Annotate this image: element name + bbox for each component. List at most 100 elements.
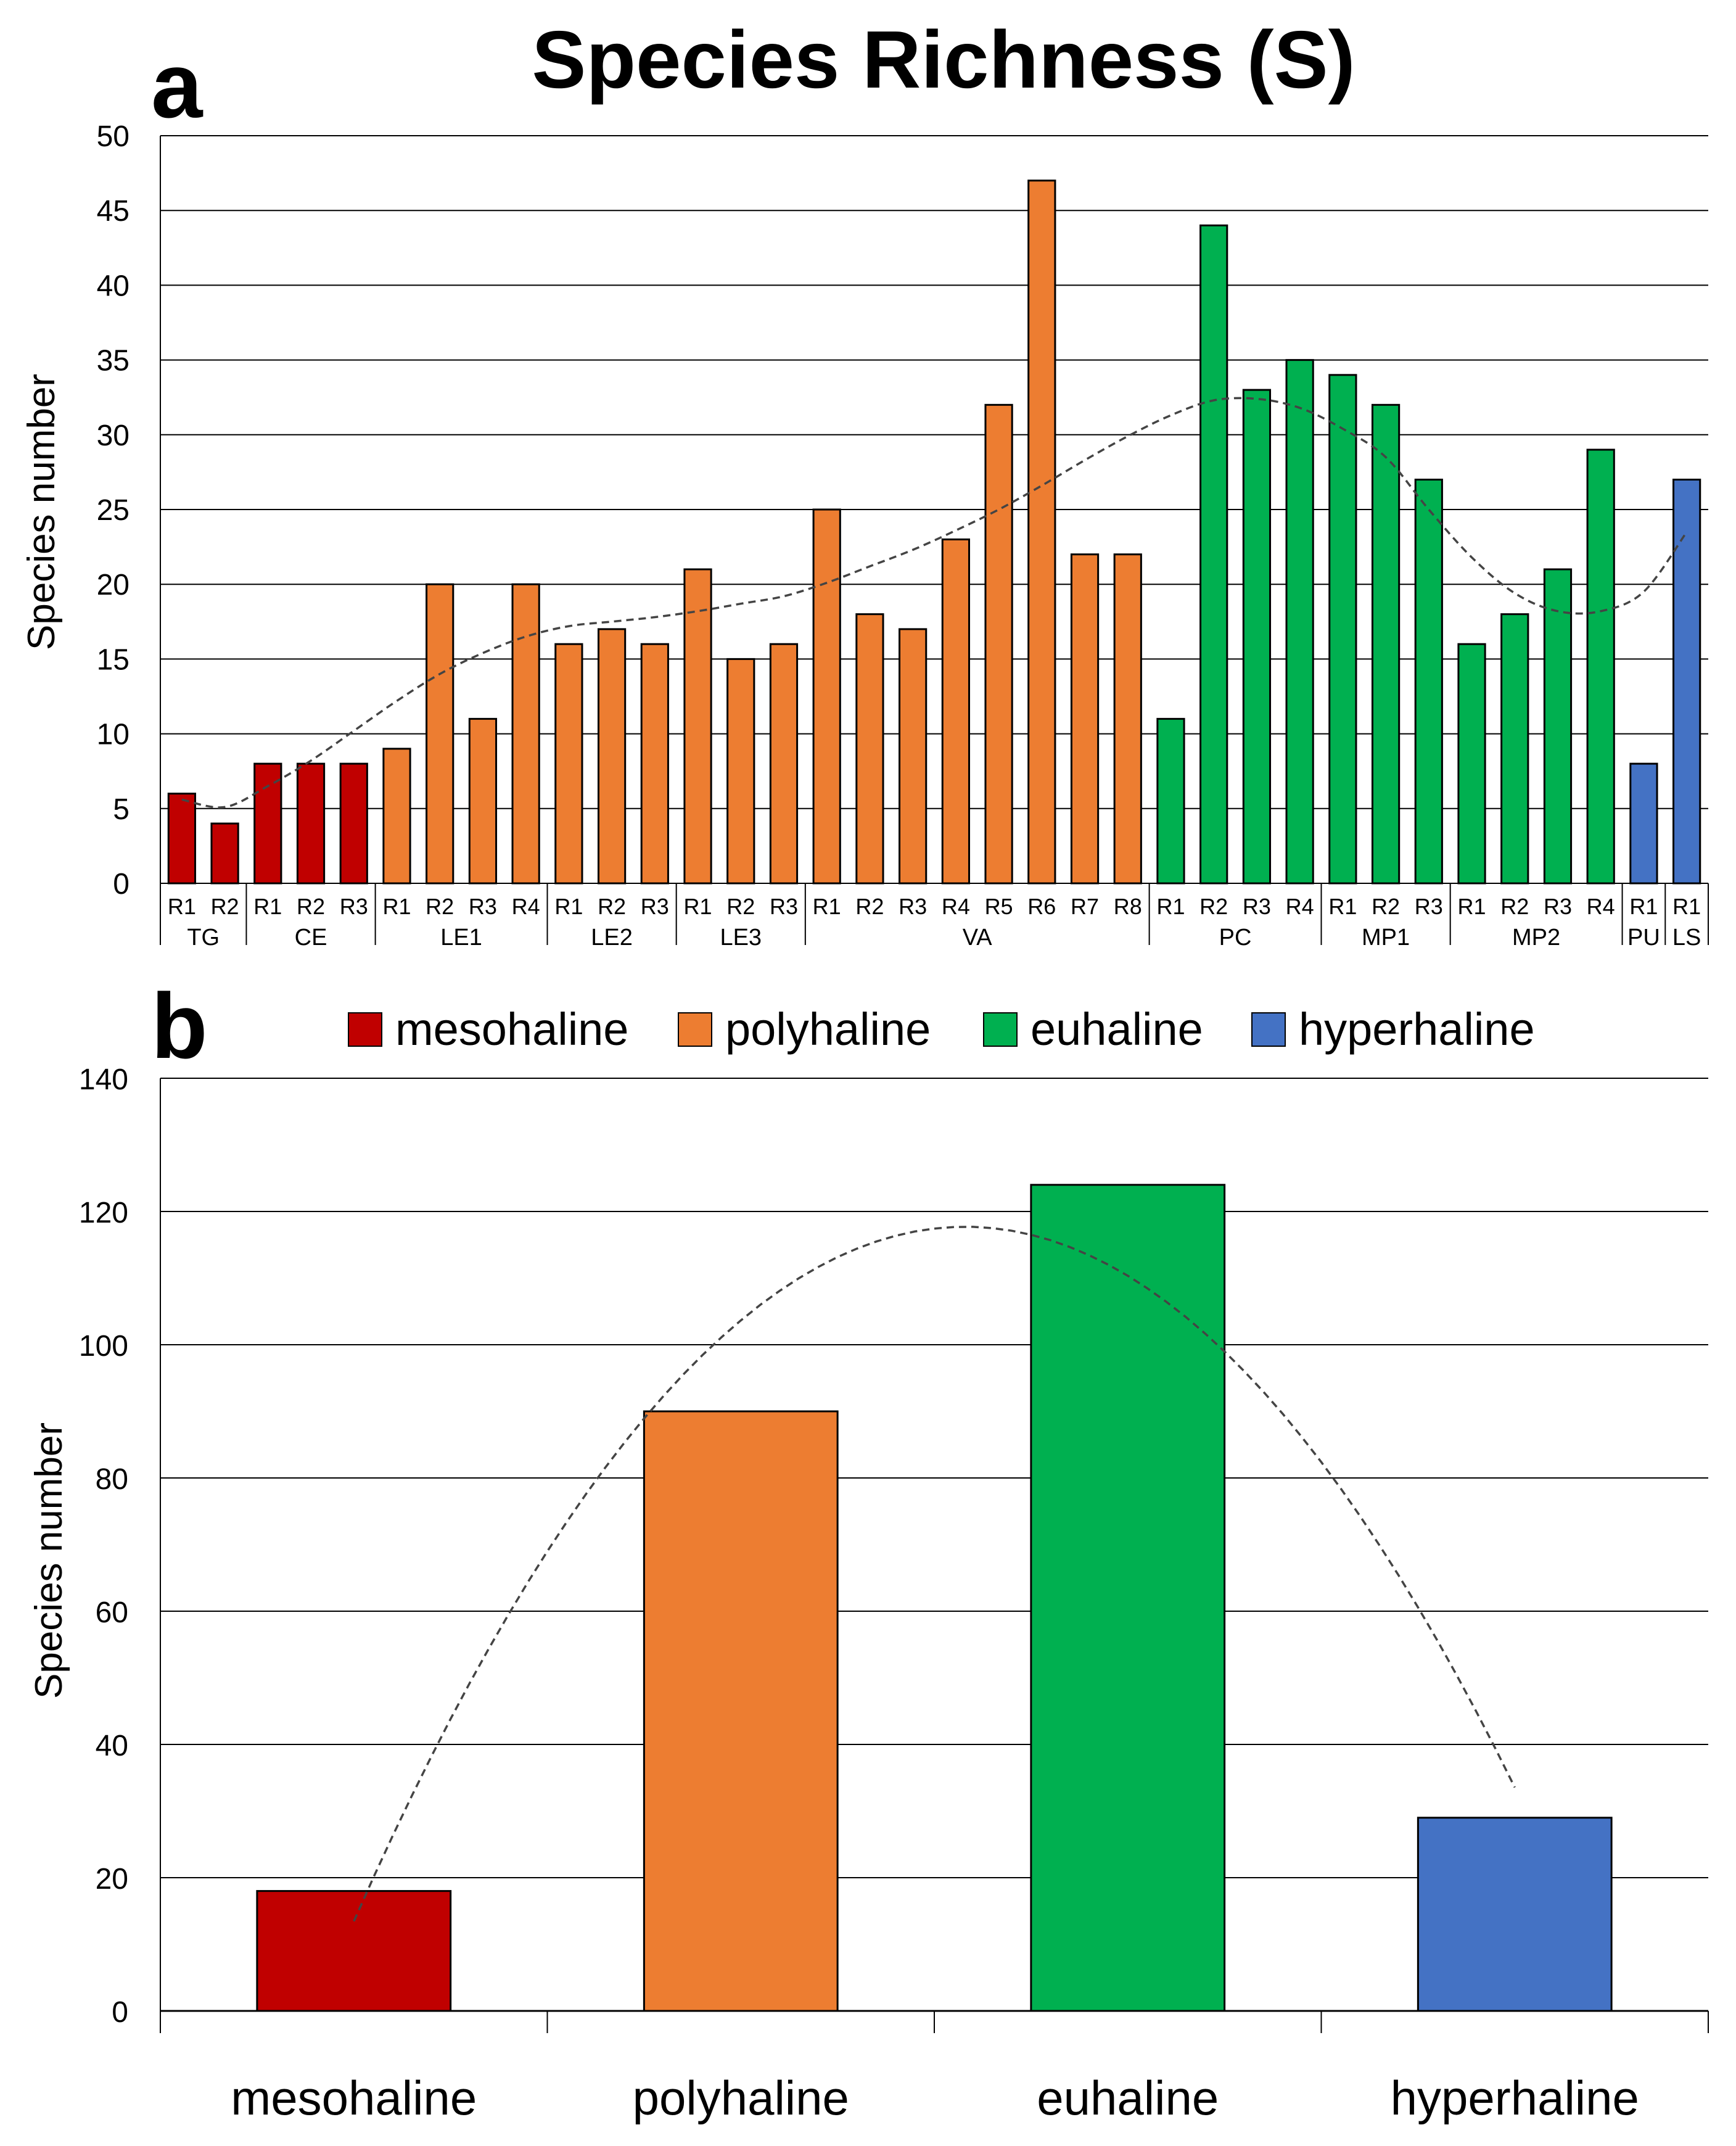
panel-a-bar	[382, 748, 411, 885]
legend-label-mesohaline: mesohaline	[395, 1004, 628, 1055]
panel-a-bar	[1500, 613, 1529, 885]
panel-a-bar	[1371, 403, 1401, 885]
panel-a-bar	[1543, 568, 1573, 885]
panel-a-bar	[1285, 359, 1314, 885]
panel-a-y-tick-label: 30	[97, 419, 130, 452]
panel-a-replicate-label: R4	[1587, 894, 1615, 919]
panel-a-bar	[253, 762, 282, 885]
panel-a-bar	[339, 762, 368, 885]
panel-b-y-axis-title: Species number	[28, 1422, 70, 1699]
panel-a-replicate-label: R3	[1243, 894, 1271, 919]
panel-a-replicate-label: R2	[726, 894, 755, 919]
panel-a-plot: 0 5 10 15 20 25 30 35 40 45 50 R1 R2 R1 R2 R3 R1 R2 R3 R4 R1…	[97, 120, 1709, 951]
legend-label-polyhaline: polyhaline	[725, 1004, 931, 1055]
panel-a-replicate-label: R3	[1544, 894, 1572, 919]
panel-a-replicate-label: R2	[1372, 894, 1400, 919]
panel-a-replicate-label: R2	[297, 894, 325, 919]
panel-b-trendline	[353, 1226, 1516, 1922]
panel-a-site-label: LE3	[720, 925, 762, 951]
panel-a-y-tick-label: 5	[113, 793, 130, 826]
legend-label-hyperhaline: hyperhaline	[1299, 1004, 1535, 1055]
panel-b-y-tick-label: 0	[112, 1996, 128, 2029]
panel-a-replicate-label: R3	[899, 894, 927, 919]
panel-a-bar	[1328, 374, 1357, 885]
panel-b-bar	[1030, 1184, 1226, 2012]
panel-b-y-tick-label: 20	[96, 1863, 128, 1896]
legend-swatch-polyhaline	[678, 1012, 712, 1047]
panel-a-replicate-label: R2	[211, 894, 239, 919]
panel-a-bar	[1113, 553, 1142, 885]
panel-b-legend: mesohaline polyhaline euhaline hyperhaline	[348, 1004, 1535, 1055]
panel-a-y-tick-label: 20	[97, 569, 130, 601]
panel-a-replicate-label: R1	[1629, 894, 1658, 919]
panel-a-y-tick-label: 50	[97, 120, 130, 153]
panel-a-replicate-label: R1	[253, 894, 282, 919]
panel-a-y-tick-label: 10	[97, 719, 130, 751]
panel-a-bar	[597, 628, 627, 885]
panel-b-y-tick-label: 140	[79, 1063, 128, 1096]
panel-a-replicate-label: R1	[168, 894, 196, 919]
panel-a-bar	[769, 643, 799, 885]
panel-a-site-label: PC	[1219, 925, 1252, 951]
panel-a-site-label: LE2	[591, 925, 633, 951]
panel-a-site-label: LE1	[440, 925, 482, 951]
panel-a-replicate-label: R1	[1156, 894, 1185, 919]
panel-a-replicate-label: R3	[340, 894, 368, 919]
panel-a-replicate-label: R1	[1328, 894, 1357, 919]
panel-a-replicate-label: R7	[1071, 894, 1099, 919]
legend-label-euhaline: euhaline	[1030, 1004, 1203, 1055]
panel-a-bar	[1070, 553, 1100, 885]
panel-b-y-tick-label: 60	[96, 1596, 128, 1629]
panel-a-y-tick-label: 35	[97, 345, 130, 378]
panel-a-bar	[1156, 717, 1185, 885]
panel-a-site-label: PU	[1627, 925, 1660, 951]
panel-a-replicate-label: R2	[1199, 894, 1228, 919]
panel-a-replicate-label: R3	[770, 894, 798, 919]
panel-a-bar	[726, 658, 755, 885]
panel-a-replicate-label: R2	[855, 894, 884, 919]
panel-a-site-label: LS	[1672, 925, 1701, 951]
panel-b-y-tick-label: 120	[79, 1197, 128, 1229]
panel-b-category-label: euhaline	[1037, 2071, 1219, 2125]
panel-a-site-label: CE	[295, 925, 327, 951]
panel-b-y-tick-label: 80	[96, 1463, 128, 1496]
panel-a-replicate-label: R1	[813, 894, 841, 919]
figure-title: Species Richness (S)	[532, 14, 1355, 105]
panel-b-y-tick-label: 100	[79, 1330, 128, 1363]
panel-a-bar	[554, 643, 583, 885]
panel-a-replicate-label: R3	[641, 894, 669, 919]
panel-a-replicate-label: R2	[426, 894, 454, 919]
panel-a-bar	[984, 403, 1013, 885]
panel-b-label: b	[151, 974, 208, 1078]
panel-a-bar	[812, 508, 841, 885]
panel-a-y-tick-label: 0	[113, 868, 130, 901]
panel-a-bar	[683, 568, 712, 885]
panel-a-label: a	[151, 33, 204, 137]
panel-a-replicate-label: R2	[1500, 894, 1529, 919]
panel-a-replicate-label: R4	[1286, 894, 1314, 919]
panel-a-bar	[1199, 224, 1228, 885]
panel-a-site-label: TG	[187, 925, 220, 951]
panel-a-replicate-label: R1	[1672, 894, 1701, 919]
panel-a-bar	[468, 717, 498, 885]
panel-a-y-tick-label: 45	[97, 195, 130, 228]
panel-a-replicate-label: R3	[469, 894, 497, 919]
panel-b-category-label: mesohaline	[231, 2071, 477, 2125]
panel-a-bar	[426, 583, 455, 885]
panel-a-bar	[1457, 643, 1486, 885]
panel-a-bar	[1629, 762, 1658, 885]
panel-a-replicate-label: R3	[1415, 894, 1443, 919]
panel-a-bar	[167, 793, 196, 885]
legend-swatch-mesohaline	[348, 1012, 382, 1047]
panel-a-replicate-label: R5	[985, 894, 1013, 919]
panel-a-replicate-label: R4	[512, 894, 540, 919]
panel-b-bar	[256, 1890, 452, 2012]
panel-a-replicate-label: R1	[554, 894, 583, 919]
panel-a-bar	[296, 762, 326, 885]
panel-a-y-axis-title: Species number	[20, 374, 63, 650]
panel-a-site-label: VA	[963, 925, 993, 951]
panel-a-bar	[1672, 479, 1701, 885]
panel-a-bar	[1414, 479, 1443, 885]
